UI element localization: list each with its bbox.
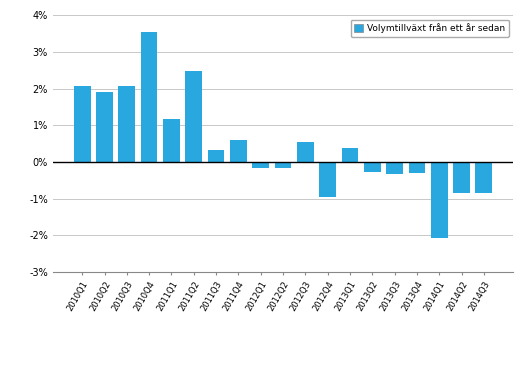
Bar [431,162,448,238]
Bar [96,92,113,162]
Bar [386,162,403,174]
Bar [408,162,425,173]
Bar [252,162,269,168]
Bar [230,140,247,162]
Bar [208,150,224,162]
Bar [141,32,158,162]
Bar [118,86,135,162]
Bar [342,148,358,162]
Bar [74,86,90,162]
Bar [163,119,180,162]
Bar [364,162,381,172]
Bar [453,162,470,193]
Bar [476,162,492,193]
Bar [320,162,336,197]
Bar [185,71,202,162]
Legend: Volymtillväxt från ett år sedan: Volymtillväxt från ett år sedan [351,20,508,37]
Bar [275,162,291,168]
Bar [297,142,314,162]
